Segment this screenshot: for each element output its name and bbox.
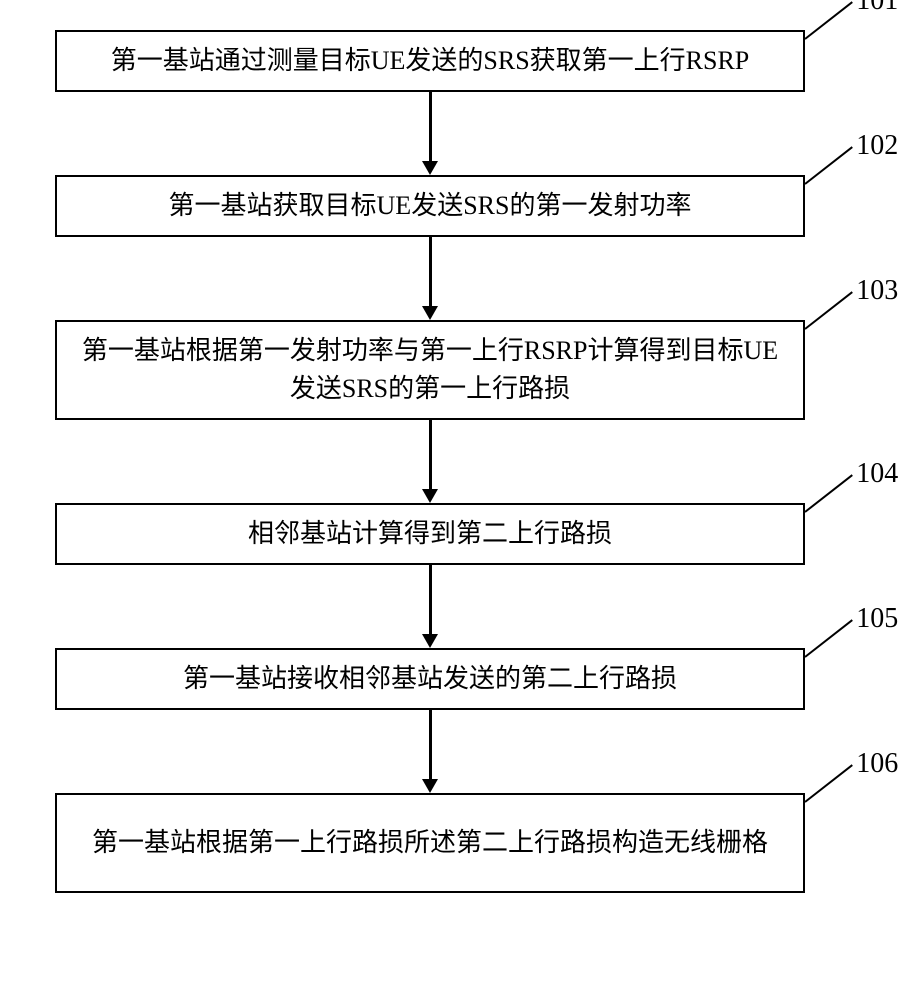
step-text: 第一基站通过测量目标UE发送的SRS获取第一上行RSRP [111,42,750,80]
label-connector [804,1,853,40]
step-text: 第一基站根据第一上行路损所述第二上行路损构造无线栅格 [92,824,768,862]
arrow-head-icon [422,306,438,320]
step-label-101: 101 [856,0,898,17]
label-connector [804,764,853,803]
label-connector [804,291,853,330]
step-label-104: 104 [856,458,898,490]
step-label-106: 106 [856,748,898,780]
step-label-102: 102 [856,130,898,162]
arrow-shaft [429,420,432,491]
step-label-103: 103 [856,275,898,307]
arrow-shaft [429,710,432,781]
arrow-shaft [429,237,432,308]
arrow-shaft [429,565,432,636]
step-box-105: 第一基站接收相邻基站发送的第二上行路损 [55,648,805,710]
step-text: 第一基站获取目标UE发送SRS的第一发射功率 [169,187,692,225]
step-text: 第一基站根据第一发射功率与第一上行RSRP计算得到目标UE发送SRS的第一上行路… [71,332,789,407]
arrow-shaft [429,92,432,163]
step-box-102: 第一基站获取目标UE发送SRS的第一发射功率 [55,175,805,237]
step-box-101: 第一基站通过测量目标UE发送的SRS获取第一上行RSRP [55,30,805,92]
step-text: 第一基站接收相邻基站发送的第二上行路损 [183,660,677,698]
arrow-head-icon [422,779,438,793]
arrow-head-icon [422,634,438,648]
arrow-head-icon [422,489,438,503]
step-box-106: 第一基站根据第一上行路损所述第二上行路损构造无线栅格 [55,793,805,893]
arrow-head-icon [422,161,438,175]
label-connector [804,146,853,185]
label-connector [804,474,853,513]
step-box-104: 相邻基站计算得到第二上行路损 [55,503,805,565]
label-connector [804,619,853,658]
step-text: 相邻基站计算得到第二上行路损 [248,515,612,553]
flowchart-root: 第一基站通过测量目标UE发送的SRS获取第一上行RSRP 101 第一基站获取目标U… [0,0,916,1000]
step-label-105: 105 [856,603,898,635]
step-box-103: 第一基站根据第一发射功率与第一上行RSRP计算得到目标UE发送SRS的第一上行路… [55,320,805,420]
